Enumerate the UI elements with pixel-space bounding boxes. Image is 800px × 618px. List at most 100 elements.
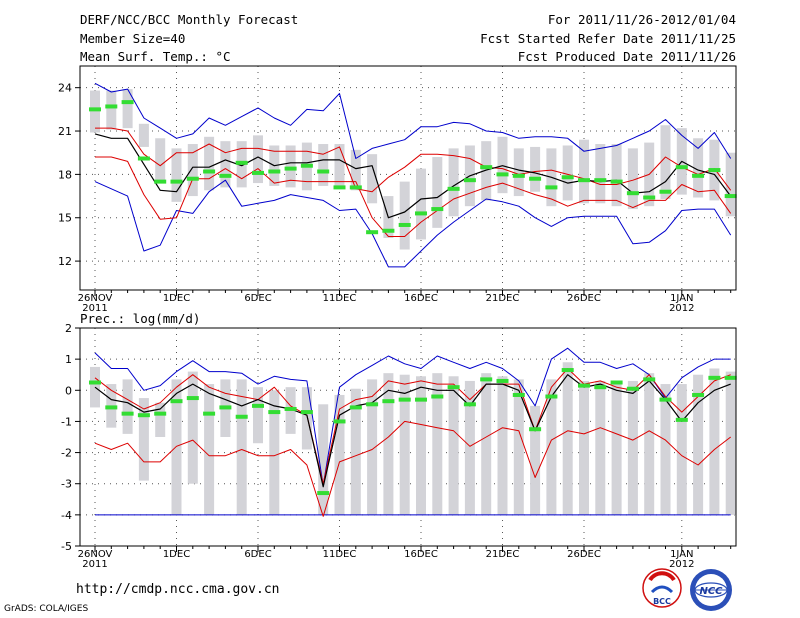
spread-low-line — [94, 420, 732, 517]
median-marker — [89, 380, 101, 385]
member-box — [562, 145, 573, 201]
member-box — [725, 371, 736, 515]
median-marker — [692, 392, 705, 397]
median-marker — [349, 405, 362, 410]
member-box — [432, 157, 443, 228]
member-box — [464, 380, 475, 515]
median-marker — [415, 211, 427, 216]
y-tick-label: 12 — [58, 255, 72, 268]
member-box — [513, 148, 524, 197]
median-marker — [203, 169, 216, 174]
member-box — [318, 144, 329, 186]
precip-panel-title: Prec.: log(mm/d) — [80, 311, 200, 326]
median-marker — [431, 207, 444, 212]
median-marker — [561, 368, 574, 373]
member-box — [660, 384, 671, 515]
median-marker — [382, 228, 395, 233]
x-tick-label: 1JAN — [670, 293, 693, 304]
grads-credit: GrADS: COLA/IGES — [4, 604, 89, 614]
member-size-label: Member Size=40 — [80, 31, 186, 46]
ensemble-mean-line — [94, 374, 731, 488]
y-tick-label: -3 — [61, 478, 72, 491]
median-marker — [317, 491, 330, 496]
member-box — [138, 398, 149, 481]
median-marker — [268, 410, 281, 415]
median-marker — [121, 100, 134, 105]
median-marker — [447, 385, 460, 390]
member-box — [122, 379, 133, 434]
x-tick-year-label: 2011 — [82, 303, 107, 314]
member-box — [497, 136, 508, 194]
member-box — [350, 388, 361, 515]
median-marker — [252, 170, 264, 175]
median-marker — [496, 378, 509, 383]
forecast-period: For 2011/11/26-2012/01/04 — [547, 12, 736, 27]
median-marker — [578, 383, 590, 388]
x-tick-label: 26DEC — [567, 549, 601, 560]
member-box — [627, 148, 638, 210]
y-tick-label: -4 — [61, 509, 72, 522]
member-box — [253, 387, 263, 444]
median-marker — [626, 386, 639, 391]
ncc-logo: NCC — [690, 569, 732, 611]
member-box — [253, 135, 263, 184]
member-box — [171, 379, 182, 515]
member-box — [546, 379, 557, 515]
median-marker — [235, 160, 248, 165]
median-marker — [480, 165, 493, 170]
member-box — [334, 394, 345, 515]
median-marker — [659, 397, 672, 402]
median-marker — [496, 172, 509, 177]
member-box — [220, 141, 231, 188]
forecast-started-date: Fcst Started Refer Date 2011/11/25 — [480, 31, 736, 46]
forecast-produced-date: Fcst Produced Date 2011/11/26 — [517, 49, 736, 64]
member-box — [530, 405, 541, 515]
median-marker — [545, 185, 558, 190]
median-marker — [708, 375, 721, 380]
x-tick-label: 26NOV — [78, 293, 113, 304]
member-box — [122, 89, 133, 129]
source-url[interactable]: http://cmdp.ncc.cma.gov.cn — [76, 582, 280, 597]
median-marker — [724, 375, 737, 380]
x-tick-label: 16DEC — [404, 293, 438, 304]
member-box — [595, 380, 606, 515]
x-tick-year-label: 2011 — [82, 559, 107, 570]
x-tick-label: 11DEC — [323, 293, 357, 304]
min-line — [94, 179, 732, 268]
agency-logos: BCC NCC — [642, 568, 732, 611]
y-tick-label: -2 — [61, 447, 72, 460]
member-box — [448, 376, 459, 515]
median-marker — [317, 169, 330, 174]
median-marker — [203, 411, 216, 416]
median-marker — [512, 173, 525, 178]
member-box — [334, 144, 345, 189]
median-marker — [382, 399, 395, 404]
median-marker — [121, 411, 134, 416]
y-tick-label: 2 — [65, 322, 72, 335]
median-marker — [626, 191, 639, 196]
x-tick-label: 1DEC — [163, 549, 190, 560]
x-tick-label: 1DEC — [163, 293, 190, 304]
median-marker — [300, 163, 313, 168]
median-marker — [284, 166, 297, 171]
member-box — [416, 168, 426, 240]
member-box — [367, 379, 378, 515]
median-marker — [333, 419, 346, 424]
median-marker — [154, 179, 167, 184]
median-marker — [594, 178, 607, 183]
variable-label: Mean Surf. Temp.: °C — [80, 49, 231, 64]
svg-text:BCC: BCC — [653, 597, 671, 606]
member-box — [595, 144, 606, 204]
median-marker — [137, 413, 150, 418]
median-marker — [170, 179, 183, 184]
median-marker — [284, 406, 297, 411]
median-marker — [594, 385, 607, 390]
member-box — [611, 144, 622, 207]
member-box — [579, 380, 589, 515]
member-box — [383, 373, 394, 515]
x-tick-label: 6DEC — [244, 293, 271, 304]
member-box — [285, 145, 296, 188]
plot-frame — [79, 327, 737, 547]
